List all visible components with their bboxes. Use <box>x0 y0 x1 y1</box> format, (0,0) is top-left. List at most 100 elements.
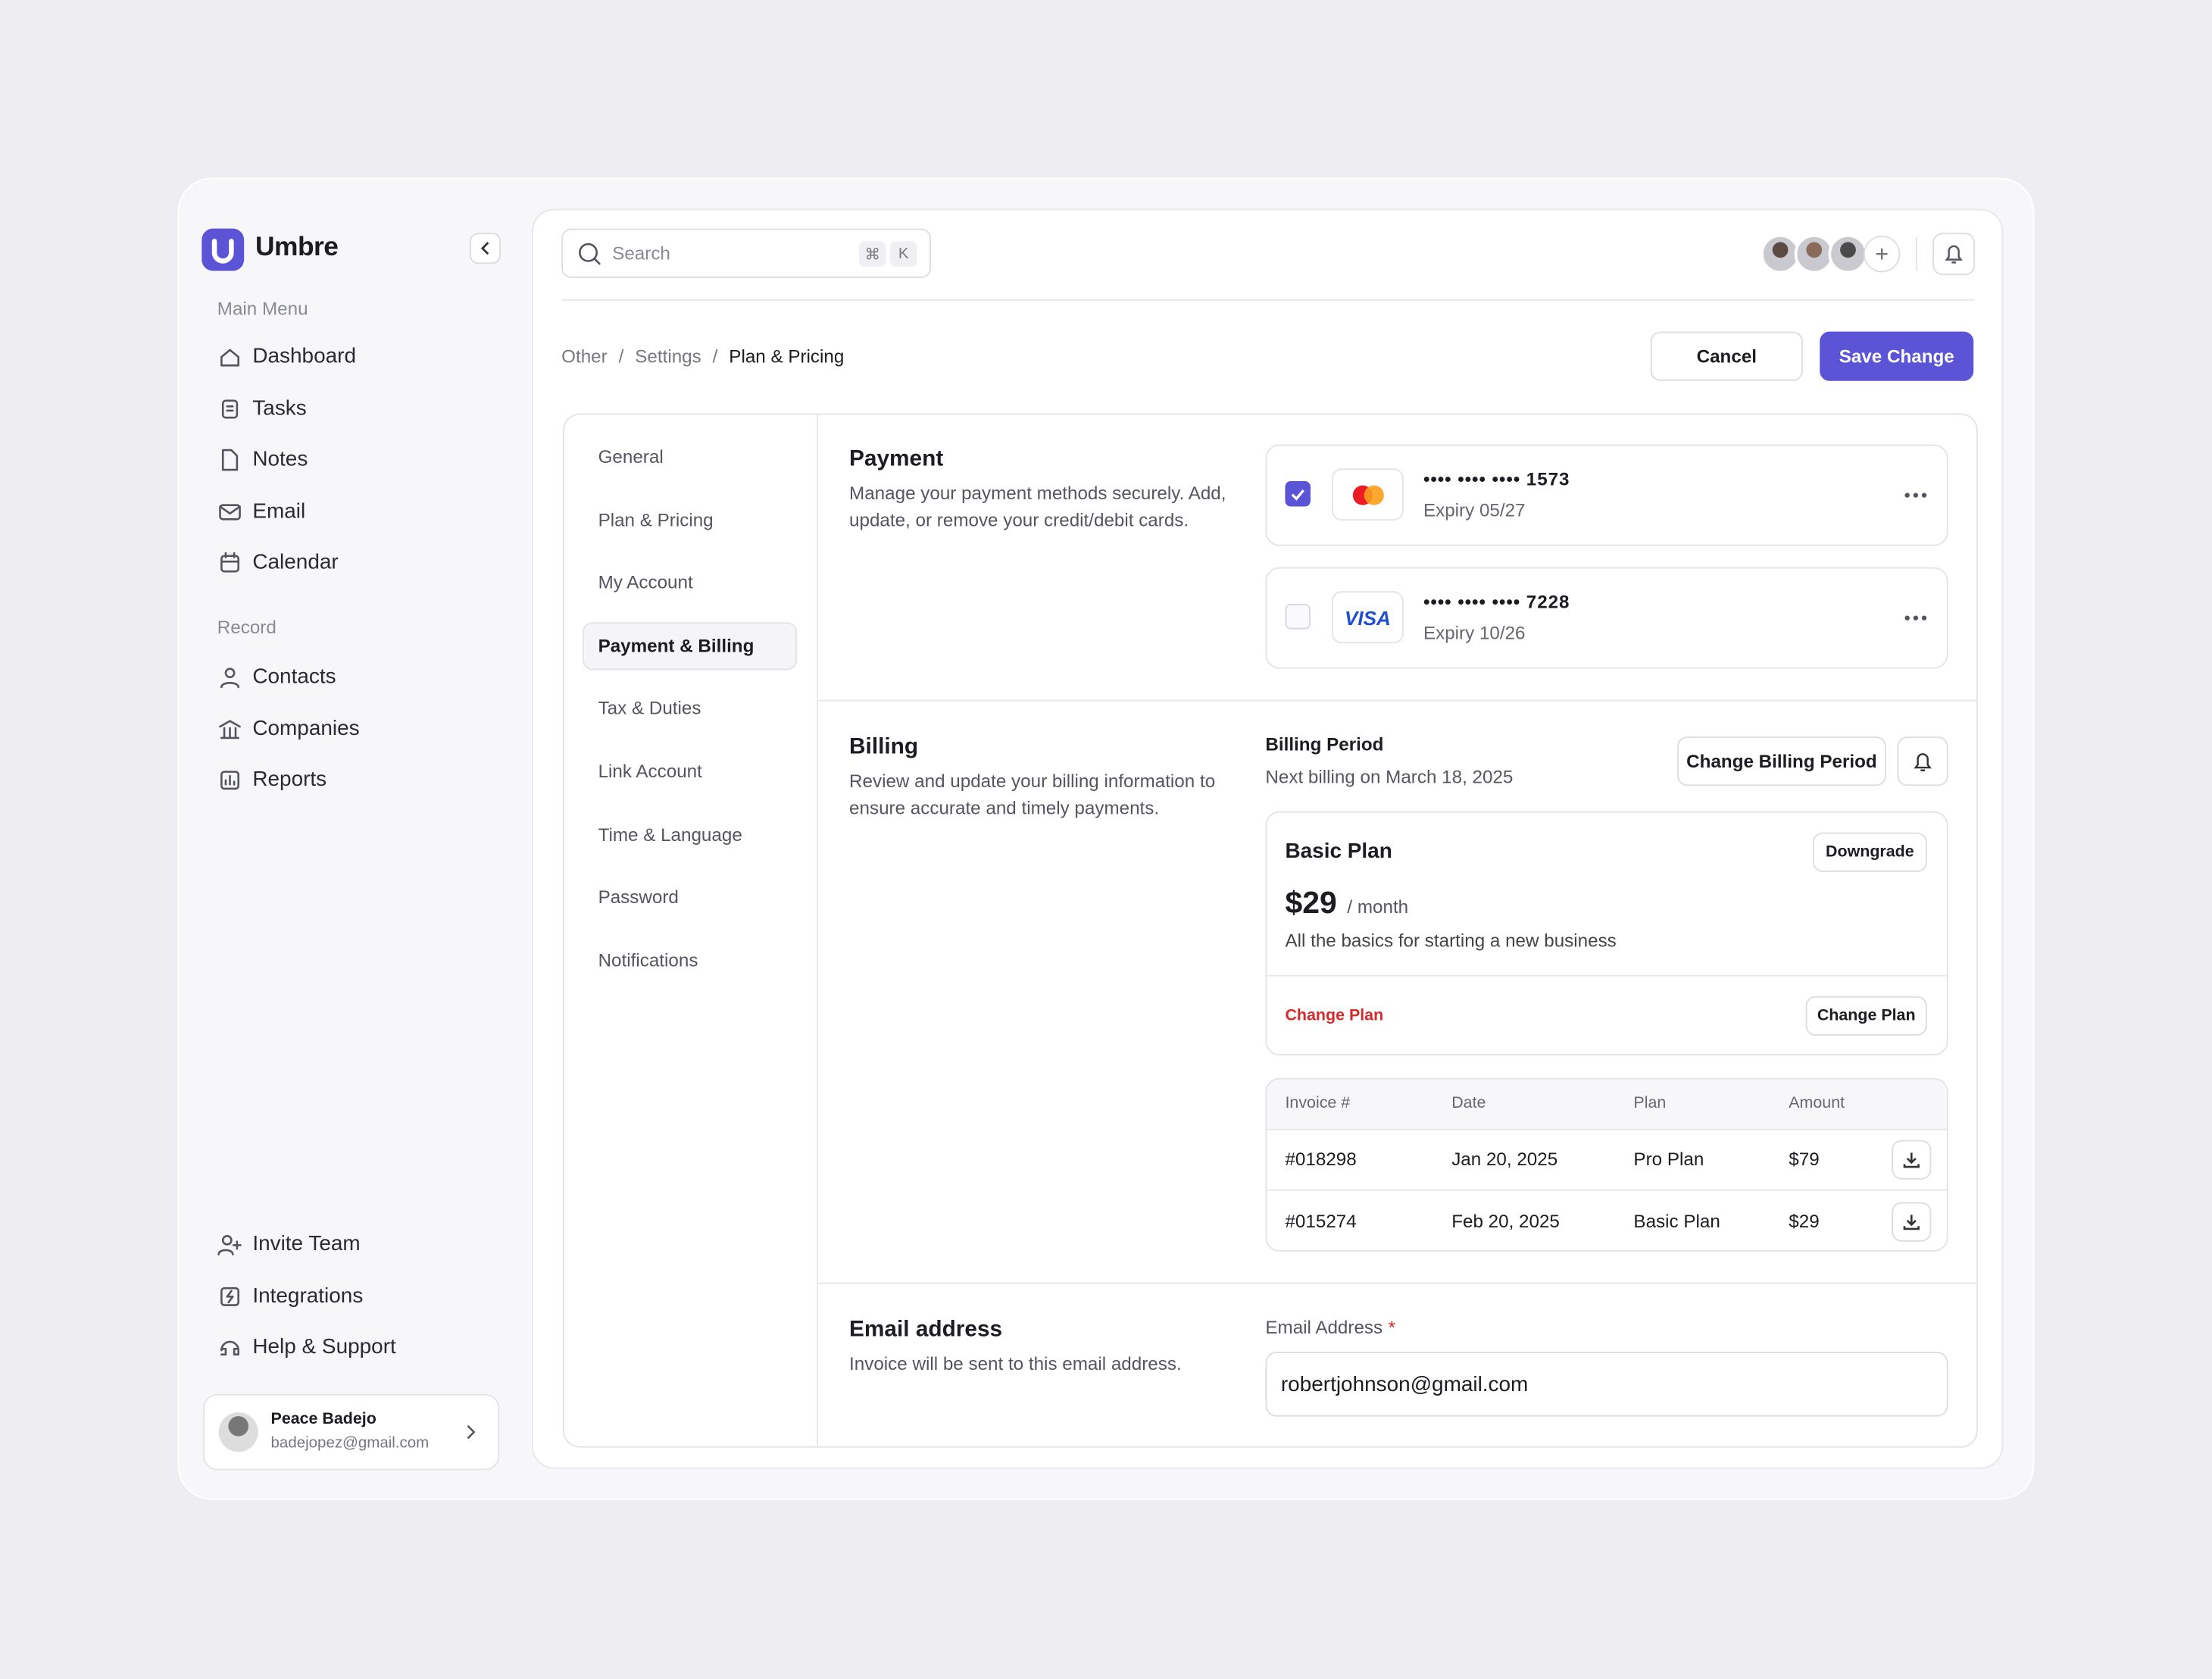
card-checkbox[interactable] <box>1285 604 1311 630</box>
card-menu <box>1901 484 1929 507</box>
payment-card[interactable] <box>1265 567 1948 669</box>
change-plan-button[interactable]: Change Plan <box>1805 996 1927 1036</box>
search-box[interactable] <box>561 228 932 278</box>
settings-nav-item[interactable]: Time & Language <box>598 823 742 845</box>
menu-item[interactable]: Integrations <box>252 1283 364 1308</box>
menu-icon-svg <box>221 399 239 418</box>
menu-icon-svg <box>219 719 241 739</box>
field-label: Email Address * <box>1265 1314 1395 1342</box>
menu-item[interactable]: Calendar <box>252 550 339 574</box>
menu-item[interactable]: Notes <box>252 447 308 471</box>
settings-nav-item[interactable]: Link Account <box>598 760 702 782</box>
divider <box>1267 974 1947 977</box>
menu-item[interactable]: Contacts <box>252 664 336 689</box>
plan-price: $29 <box>1285 884 1337 921</box>
menu-icon-svg <box>220 1340 240 1356</box>
settings-nav-item[interactable]: Password <box>598 886 679 908</box>
section-description: Review and update your billing informati… <box>849 770 1216 819</box>
section-title: Billing <box>849 735 919 759</box>
settings-nav-item[interactable]: Tax & Duties <box>598 697 701 719</box>
download-button[interactable] <box>1892 1202 1932 1242</box>
save-button[interactable]: Save Change <box>1820 331 1974 381</box>
menu-item[interactable]: Invite Team <box>252 1231 361 1256</box>
shortcut-key: K <box>890 241 917 267</box>
settings-nav-item[interactable]: My Account <box>598 571 693 593</box>
menu-item[interactable]: Dashboard <box>252 344 357 369</box>
menu-icon-svg <box>220 1286 240 1305</box>
table-cell: $29 <box>1789 1210 1820 1232</box>
chevron-left <box>480 242 489 255</box>
download-icon <box>1903 1152 1920 1168</box>
divider <box>818 699 1978 702</box>
card-logo: VISA <box>1331 591 1404 644</box>
table-header: Invoice # <box>1285 1095 1351 1112</box>
collapse-button[interactable] <box>470 233 501 264</box>
breadcrumb: Other / Settings / Plan & Pricing <box>561 343 844 371</box>
table-cell: Pro Plan <box>1633 1148 1704 1170</box>
menu-icon <box>217 1283 243 1309</box>
breadcrumb-item[interactable]: Other <box>561 345 608 367</box>
menu-icon <box>217 1335 243 1361</box>
check-icon <box>1291 489 1304 501</box>
menu-icon <box>217 716 243 742</box>
chevron-right-svg <box>467 1425 476 1439</box>
logo-icon <box>202 228 245 271</box>
divider <box>818 1282 1978 1284</box>
search-icon <box>577 241 603 267</box>
email-input[interactable]: robertjohnson@gmail.com <box>1265 1351 1948 1417</box>
breadcrumb-item[interactable]: Settings <box>635 345 701 367</box>
section-label: Main Menu <box>217 297 308 319</box>
billing-period-label: Billing Period <box>1265 733 1384 755</box>
card-menu <box>1901 607 1929 630</box>
billing-bell-button[interactable] <box>1897 736 1948 786</box>
notification-button[interactable] <box>1932 233 1976 276</box>
user-name: Peace Badejo <box>270 1411 376 1428</box>
settings-nav-item[interactable]: Payment & Billing <box>598 634 755 656</box>
table-cell: Jan 20, 2025 <box>1451 1148 1558 1170</box>
card-expiry: Expiry 05/27 <box>1423 499 1526 521</box>
plan-name: Basic Plan <box>1285 840 1392 864</box>
menu-item[interactable]: Companies <box>252 716 360 740</box>
card-menu-svg <box>1904 492 1927 498</box>
cancel-button[interactable]: Cancel <box>1650 331 1803 381</box>
download-button[interactable] <box>1892 1140 1932 1180</box>
chevron-right <box>460 1421 483 1443</box>
menu-icon-svg <box>220 771 240 790</box>
settings-nav-item[interactable]: General <box>598 446 664 467</box>
breadcrumb-item[interactable]: Plan & Pricing <box>729 345 845 367</box>
card-checkbox[interactable] <box>1285 481 1311 507</box>
menu-item[interactable]: Help & Support <box>252 1334 396 1359</box>
card-expiry: Expiry 10/26 <box>1423 622 1526 644</box>
card-menu-svg <box>1904 615 1927 621</box>
menu-item[interactable]: Reports <box>252 768 327 792</box>
invoice-table <box>1265 1077 1948 1252</box>
active-nav-bg <box>583 622 798 671</box>
downgrade-button[interactable]: Downgrade <box>1812 832 1927 872</box>
change-plan-link[interactable]: Change Plan <box>1285 1007 1384 1024</box>
change-period-button[interactable]: Change Billing Period <box>1677 736 1886 786</box>
menu-item[interactable]: Email <box>252 499 306 523</box>
app-name: Umbre <box>255 233 339 263</box>
plan-period: / month <box>1347 896 1409 918</box>
settings-nav-item[interactable]: Plan & Pricing <box>598 508 714 530</box>
field-label-text: Email Address <box>1265 1316 1383 1338</box>
settings-nav-item[interactable]: Notifications <box>598 949 698 971</box>
bell-icon <box>1914 752 1932 771</box>
menu-icon <box>217 664 243 690</box>
table-cell: Feb 20, 2025 <box>1451 1210 1560 1232</box>
menu-icon <box>217 447 243 473</box>
menu-icon <box>217 396 243 421</box>
table-header-bg <box>1267 1079 1947 1130</box>
table-cell: #015274 <box>1285 1210 1357 1232</box>
menu-icon-svg <box>220 668 240 689</box>
divider <box>1915 236 1917 271</box>
section-description: Manage your payment methods securely. Ad… <box>849 482 1226 531</box>
menu-icon-svg <box>217 1234 242 1255</box>
menu-icon-svg <box>221 449 239 471</box>
add-member[interactable] <box>1863 235 1901 273</box>
menu-item[interactable]: Tasks <box>252 396 307 421</box>
section-description: Invoice will be sent to this email addre… <box>849 1352 1182 1374</box>
